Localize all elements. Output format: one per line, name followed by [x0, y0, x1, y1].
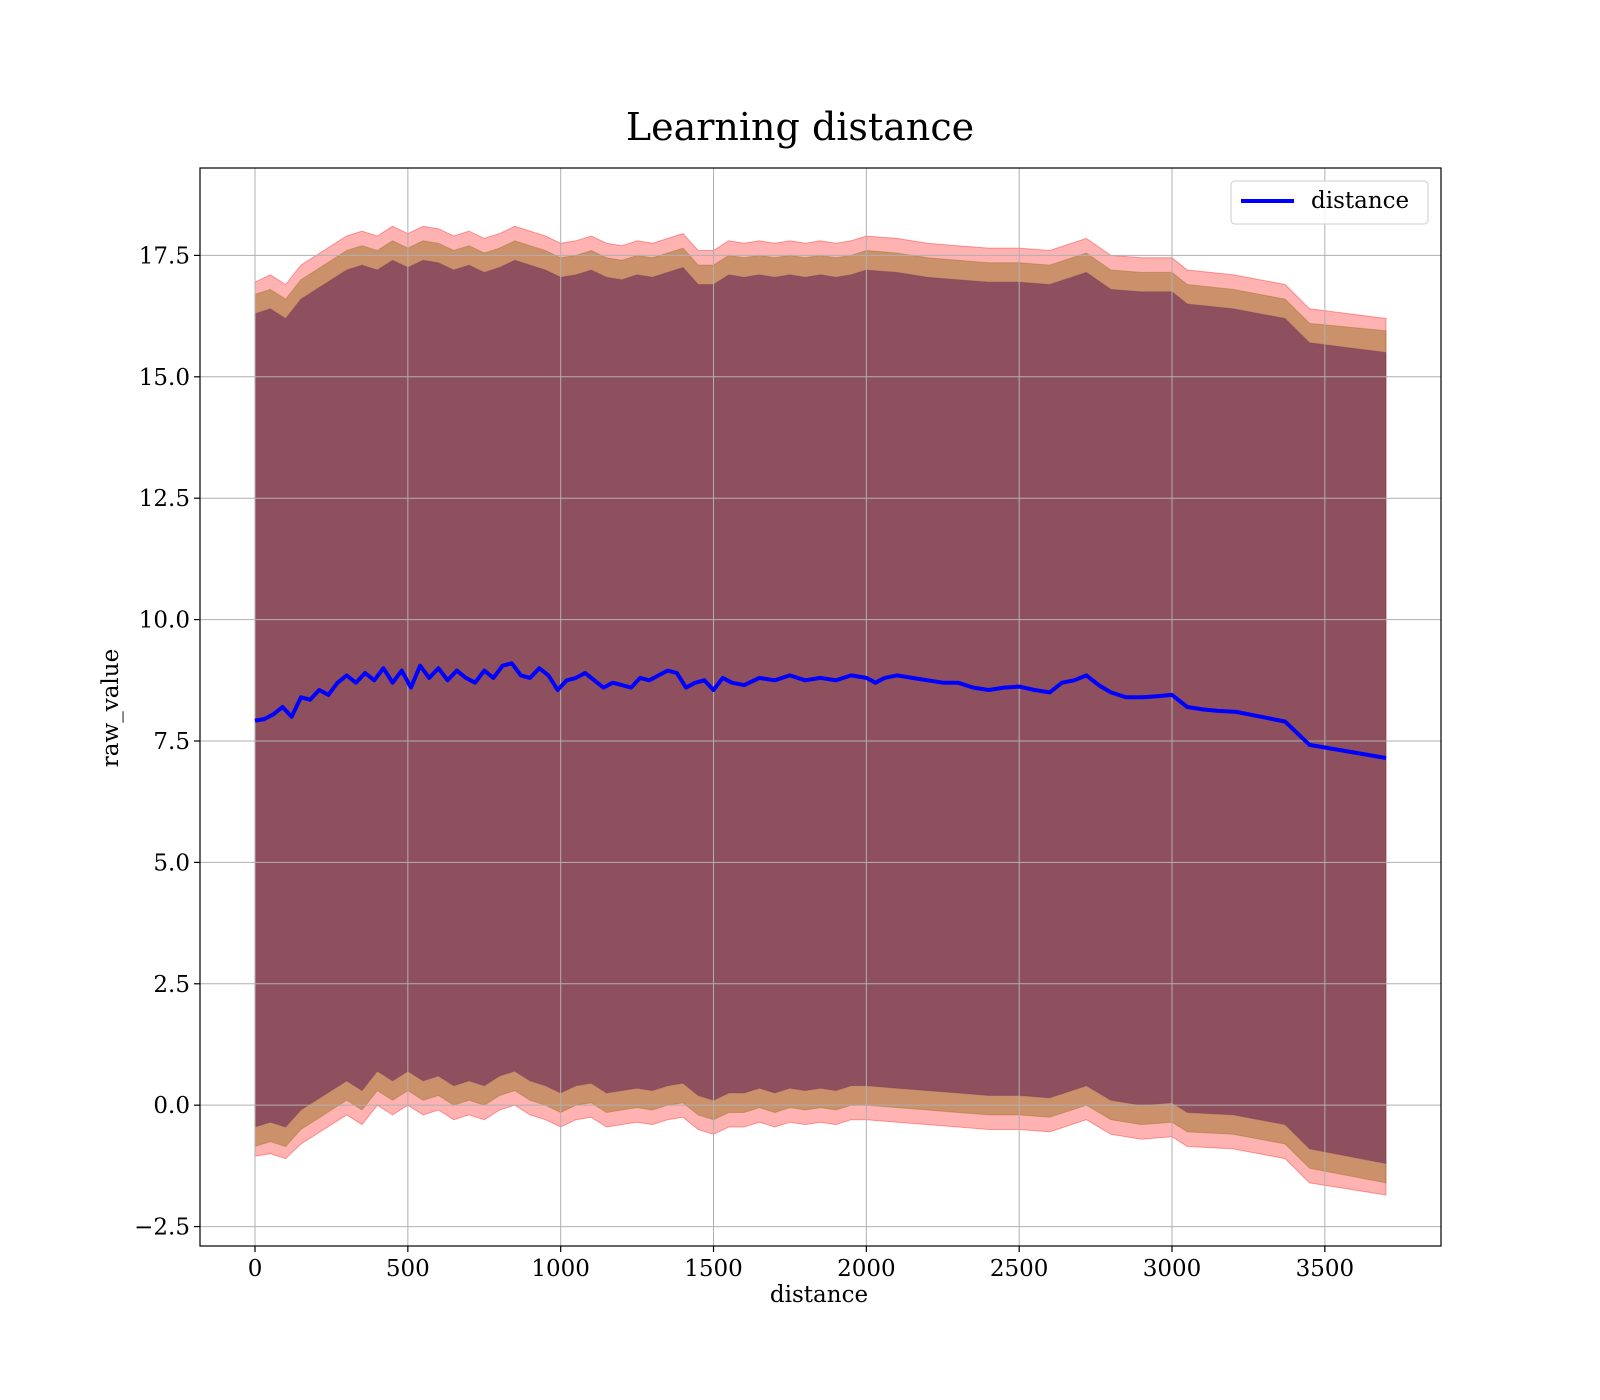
y-tick-label: 10.0 — [139, 608, 190, 634]
x-axis: 0 500 1000 1500 2000 2500 3000 3500 — [248, 1246, 1354, 1282]
y-tick-label: 2.5 — [153, 972, 190, 998]
legend: distance — [1230, 180, 1429, 225]
x-tick-label: 0 — [248, 1256, 263, 1282]
x-tick-label: 2500 — [990, 1256, 1049, 1282]
y-tick-label: 17.5 — [139, 243, 190, 269]
x-axis-label: distance — [770, 1282, 868, 1308]
y-tick-label: 0.0 — [153, 1093, 190, 1119]
series-layer — [254, 661, 1387, 760]
y-axis-label: raw_value — [98, 649, 124, 767]
y-tick-label: −2.5 — [134, 1215, 190, 1241]
x-tick-label: 3500 — [1296, 1256, 1355, 1282]
y-tick-label: 12.5 — [139, 486, 190, 512]
legend-label-distance: distance — [1311, 188, 1409, 214]
plot-area — [199, 167, 1442, 1247]
x-tick-label: 1500 — [684, 1256, 743, 1282]
bands-layer — [254, 225, 1387, 1196]
x-tick-label: 2000 — [837, 1256, 896, 1282]
y-tick-label: 5.0 — [153, 850, 190, 876]
plot-frame — [199, 167, 1442, 1247]
band-inner — [254, 259, 1387, 1165]
legend-frame — [1230, 180, 1429, 225]
x-tick-label: 500 — [386, 1256, 430, 1282]
y-axis: −2.5 0.0 2.5 5.0 7.5 10.0 12.5 15.0 17.5 — [134, 243, 200, 1241]
series-line-distance — [254, 661, 1387, 760]
chart-title: Learning distance — [626, 105, 974, 149]
x-tick-label: 1000 — [531, 1256, 590, 1282]
x-tick-label: 3000 — [1143, 1256, 1202, 1282]
y-tick-label: 7.5 — [153, 729, 190, 755]
grid-layer — [200, 168, 1441, 1246]
y-tick-label: 15.0 — [139, 365, 190, 391]
